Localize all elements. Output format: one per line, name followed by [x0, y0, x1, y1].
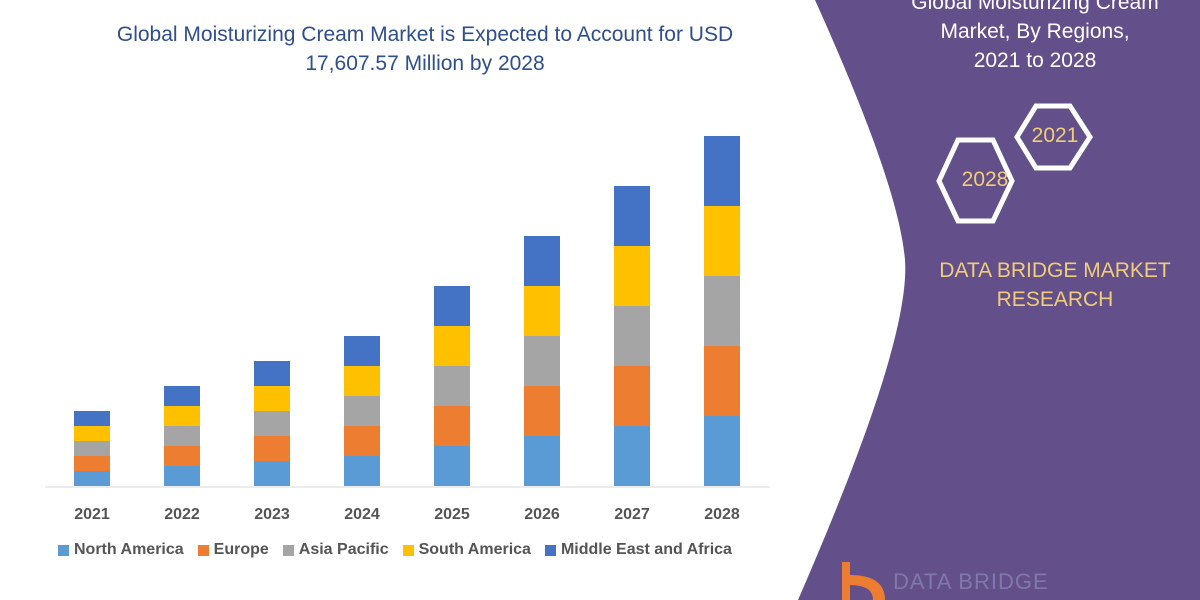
bar-segment-2021-north-america — [74, 471, 110, 486]
hexagon-2021 — [1014, 103, 1093, 171]
legend-swatch — [402, 544, 414, 556]
bar-segment-2024-south-america — [344, 366, 380, 396]
bar-segment-2021-middle-east-and-africa — [74, 411, 110, 426]
brand-line: DATA BRIDGE MARKET — [939, 259, 1171, 282]
bar-segment-2027-north-america — [614, 426, 650, 486]
stacked-bar-chart: 2021 2022 2023 2024 2025 2026 2027 2028 — [45, 136, 770, 523]
panel-title: Global Moisturizing Cream Market, By Reg… — [870, 0, 1200, 75]
legend-swatch — [58, 544, 69, 556]
bar-segment-2022-north-america — [164, 466, 200, 486]
panel-title-line: Global Moisturizing Cream — [911, 0, 1159, 14]
bar-segment-2025-middle-east-and-africa — [434, 286, 470, 326]
data-bridge-logo — [842, 562, 885, 600]
bar-segment-2026-middle-east-and-africa — [524, 236, 560, 286]
legend-swatch — [197, 544, 209, 556]
x-tick-label: 2024 — [344, 506, 380, 523]
panel-title-line: 2021 to 2028 — [973, 49, 1097, 72]
bar-segment-2028-middle-east-and-africa — [704, 136, 740, 206]
bar-segment-2022-asia-pacific — [164, 426, 200, 446]
bar-segment-2021-europe — [74, 456, 110, 471]
logo-text: DATA BRIDGE — [893, 569, 1049, 594]
legend-item: Europe — [197, 541, 269, 559]
bar-segment-2021-south-america — [74, 426, 110, 441]
bar-segment-2024-north-america — [344, 456, 380, 486]
bar-segment-2027-asia-pacific — [614, 306, 650, 366]
bar-segment-2022-middle-east-and-africa — [164, 386, 200, 406]
bar-segment-2027-europe — [614, 366, 650, 426]
chart-title: Global Moisturizing Cream Market is Expe… — [116, 23, 734, 75]
legend-label: Asia Pacific — [298, 541, 389, 558]
purple-panel — [798, 0, 1200, 600]
bar-segment-2027-middle-east-and-africa — [614, 186, 650, 246]
legend-item: South America — [402, 541, 531, 559]
bar-segment-2027-south-america — [614, 246, 650, 306]
hexagon-2028 — [936, 137, 1015, 224]
panel-title-line: Market, By Regions, — [940, 20, 1130, 43]
x-tick-label: 2027 — [614, 506, 650, 523]
bar-segment-2023-asia-pacific — [254, 411, 290, 436]
bar-segment-2026-south-america — [524, 286, 560, 336]
bar-segment-2024-asia-pacific — [344, 396, 380, 426]
hex-label-2028: 2028 — [961, 168, 1009, 191]
bar-segment-2028-asia-pacific — [704, 276, 740, 346]
legend-item: Middle East and Africa — [544, 541, 732, 559]
bar-segment-2028-south-america — [704, 206, 740, 276]
bar-segment-2024-middle-east-and-africa — [344, 336, 380, 366]
bar-segment-2023-south-america — [254, 386, 290, 411]
legend-swatch — [544, 544, 556, 556]
x-tick-label: 2021 — [74, 506, 110, 523]
x-tick-label: 2025 — [434, 506, 470, 523]
bar-segment-2028-europe — [704, 346, 740, 416]
bar-segment-2026-north-america — [524, 436, 560, 486]
x-tick-label: 2028 — [704, 506, 740, 523]
legend-swatch — [282, 544, 294, 556]
legend-label: Europe — [213, 541, 269, 558]
bar-segment-2023-middle-east-and-africa — [254, 361, 290, 386]
bar-segment-2025-europe — [434, 406, 470, 446]
bar-segment-2023-north-america — [254, 461, 290, 486]
brand-line: RESEARCH — [996, 288, 1114, 311]
bar-segment-2021-asia-pacific — [74, 441, 110, 456]
bar-segment-2024-europe — [344, 426, 380, 456]
bar-segment-2022-south-america — [164, 406, 200, 426]
bar-segment-2026-europe — [524, 386, 560, 436]
bar-segment-2025-asia-pacific — [434, 366, 470, 406]
legend-label: North America — [74, 541, 184, 558]
bar-segment-2023-europe — [254, 436, 290, 461]
x-tick-label: 2023 — [254, 506, 290, 523]
bar-segment-2025-north-america — [434, 446, 470, 486]
brand-text: DATA BRIDGE MARKET RESEARCH — [920, 256, 1190, 314]
bar-segment-2028-north-america — [704, 416, 740, 486]
x-tick-label: 2022 — [164, 506, 200, 523]
bar-segment-2025-south-america — [434, 326, 470, 366]
legend: North America Europe Asia Pacific South … — [58, 541, 732, 559]
legend-label: Middle East and Africa — [560, 541, 732, 558]
legend-item: Asia Pacific — [282, 541, 389, 559]
legend-label: South America — [418, 541, 531, 558]
x-tick-label: 2026 — [524, 506, 560, 523]
bar-segment-2022-europe — [164, 446, 200, 466]
hex-label-2021: 2021 — [1031, 124, 1079, 147]
bar-segment-2026-asia-pacific — [524, 336, 560, 386]
legend-item: North America — [58, 541, 184, 559]
